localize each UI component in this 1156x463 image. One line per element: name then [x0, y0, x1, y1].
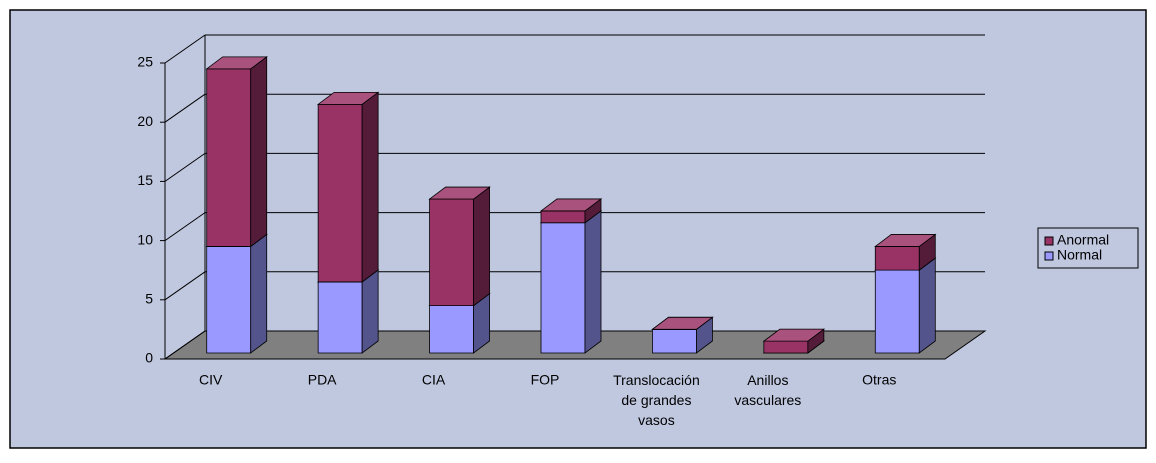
legend-swatch	[1044, 251, 1054, 261]
bar-side	[250, 233, 268, 354]
bar-front	[206, 68, 252, 247]
y-tick-label: 20	[137, 113, 153, 129]
bar-top	[874, 234, 937, 247]
legend-label: Anormal	[1057, 232, 1109, 248]
x-tick-label: CIV	[199, 372, 223, 388]
grid-line	[164, 271, 206, 301]
x-tick-label: Anillos vasculares	[734, 372, 801, 408]
bar-front	[429, 198, 474, 307]
x-tick-label: Translocación de grandes vasos	[613, 372, 700, 428]
grid-line	[164, 152, 206, 182]
x-tick-label: FOP	[531, 372, 560, 388]
y-tick-label: 15	[137, 172, 153, 188]
y-tick-label: 0	[145, 350, 153, 366]
legend-box	[1037, 227, 1139, 269]
bar-front	[540, 210, 586, 224]
bar-front	[540, 222, 586, 354]
bar-front	[874, 246, 920, 271]
x-tick-label: Otras	[862, 372, 896, 388]
x-tick-label: CIA	[422, 372, 446, 388]
bar-side	[918, 257, 936, 354]
bar-front	[317, 281, 363, 354]
bar-side	[361, 269, 379, 354]
grid-line	[164, 330, 206, 360]
bar-front	[206, 246, 252, 354]
y-tick-label: 10	[137, 231, 153, 247]
bar-side	[361, 91, 379, 283]
bar-front	[429, 305, 474, 354]
bar-front	[874, 269, 920, 354]
bar-top	[762, 328, 826, 342]
bar-top	[316, 91, 380, 105]
x-tick-label: PDA	[308, 372, 337, 388]
bar-top	[205, 56, 268, 70]
grid-line	[164, 93, 206, 123]
bar-side	[250, 56, 268, 248]
y-tick-label: 25	[137, 54, 153, 70]
legend-swatch	[1044, 236, 1054, 246]
bar-top	[539, 198, 603, 212]
bar-top	[651, 316, 714, 330]
bar-front	[763, 340, 809, 354]
legend-label: Normal	[1057, 247, 1102, 263]
grid-line	[164, 34, 206, 64]
bar-side	[584, 209, 602, 354]
bar-top	[428, 186, 491, 200]
bar-front	[317, 103, 363, 283]
y-tick-label: 5	[145, 291, 153, 307]
bar-front	[652, 328, 697, 354]
bar-side	[473, 186, 490, 307]
grid-line	[164, 212, 206, 242]
